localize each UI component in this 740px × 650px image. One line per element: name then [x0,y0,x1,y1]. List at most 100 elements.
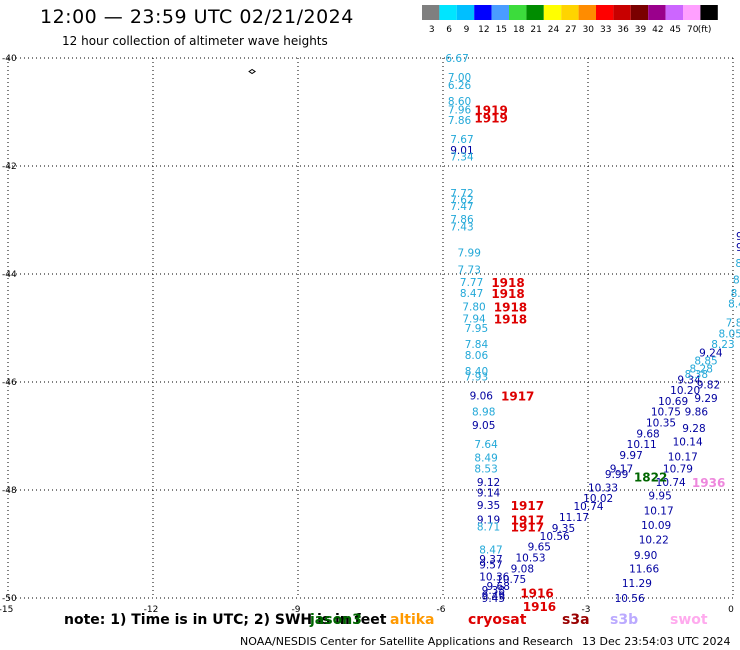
swh-value: 8.40 [465,366,488,378]
swh-value: 6.67 [445,53,468,65]
swh-value: 9.97 [619,450,642,462]
swh-value: 10.75 [496,574,526,586]
swh-value: 10.36 [479,571,509,583]
swh-value: 10.56 [540,531,570,543]
swh-value: 8.98 [472,407,495,419]
x-tick-label: -9 [292,605,301,615]
swh-value: 9.68 [487,581,510,593]
swh-value: 10.14 [673,436,703,448]
footer-timestamp: 13 Dec 23:54:03 UTC 2024 [582,635,731,648]
swh-value: 11.66 [629,563,659,575]
swh-value: 10.22 [639,535,669,547]
swh-value: 9.82 [697,380,720,392]
scale-label: 18 [513,25,525,35]
swh-value: 9.08 [511,563,534,575]
swh-value: 7.94 [462,313,486,325]
time-label: 1917 [511,521,544,535]
swh-value: 9.06 [470,391,494,403]
swh-value: 10.11 [627,439,657,451]
data-marker [248,68,256,75]
scale-swatch [474,5,492,20]
swh-value: 8.05 [719,328,740,340]
swh-value: 10.53 [516,553,546,565]
y-tick-label: -40 [2,54,17,64]
chart-subtitle: 12 hour collection of altimeter wave hei… [62,34,328,48]
swh-value: 7.67 [450,134,473,146]
swh-value: 9.29 [694,393,717,405]
swh-value: 7.99 [458,247,481,259]
swh-value: 11.17 [559,512,589,524]
scale-label: 24 [548,25,560,35]
swh-value: 8.23 [711,339,734,351]
swh-value: 7.96 [448,104,472,116]
scale-swatch [491,5,509,20]
time-label: 1936 [692,476,725,490]
x-tick-label: -15 [0,605,13,615]
time-label: 1917 [511,499,544,513]
scale-label: 36 [617,25,629,35]
x-tick-label: -6 [437,605,446,615]
swh-value: 10.33 [588,482,618,494]
swh-value: 6.26 [448,80,472,92]
swh-value: 10.79 [663,463,693,475]
swh-value: 7.34 [450,151,474,163]
swh-value: 9.35 [552,523,575,535]
swh-value: 10.69 [658,396,688,408]
swh-value: 7.84 [465,339,489,351]
satellite-swot: swot [670,612,708,628]
y-tick-label: -44 [2,270,17,280]
scale-swatch [439,5,457,20]
scale-label: 15 [496,25,507,35]
swh-value: 8.28 [690,364,713,376]
swh-value: 7.89 [726,318,740,330]
scale-swatch [422,5,440,20]
swh-value: 10.74 [656,477,686,489]
swh-value: 7.73 [458,265,481,277]
swh-value: 7.00 [448,72,471,84]
scale-swatch [683,5,701,20]
time-label: 1917 [511,514,544,528]
scale-label: 3 [429,25,435,35]
scale-label: 9 [464,25,470,35]
time-label: 1916 [523,600,556,614]
swh-value: 9.19 [477,515,500,527]
swh-value: 9.34 [677,374,701,386]
swh-value: 10.20 [670,385,700,397]
swh-value: 8.47 [460,288,483,300]
y-tick-label: -50 [2,594,17,604]
scale-swatch [700,5,718,20]
scale-label: 21 [530,25,541,35]
y-tick-label: -42 [2,162,17,172]
swh-value: 10.02 [583,493,613,505]
swh-value: 9.28 [682,423,705,435]
x-tick-label: -3 [582,605,591,615]
time-label: 1919 [474,103,507,117]
satellite-s3a: s3a [562,612,590,628]
swh-value: 9.37 [479,554,502,566]
scale-swatch [509,5,527,20]
time-label: 1917 [501,390,534,404]
swh-value: 8.16 [731,288,740,300]
swh-value: 9.90 [634,550,657,562]
satellite-altika: altika [390,612,435,628]
swh-value: 8.38 [685,369,708,381]
swh-value: 7.95 [465,323,488,335]
swh-value: 9.45 [482,593,505,605]
note-text: note: 1) Time is in UTC; 2) SWH is in fe… [64,612,387,628]
swh-value: 10.17 [668,452,698,464]
scale-swatch [665,5,683,20]
swh-value: 8.28 [733,274,740,286]
swh-value: 8.85 [694,355,717,367]
scale-swatch [543,5,562,20]
scale-label: 45 [670,25,681,35]
scale-swatch [596,5,614,20]
scale-swatch [648,5,666,20]
time-label: 1918 [491,287,524,301]
chart-title: 12:00 — 23:59 UTC 02/21/2024 [40,6,354,28]
y-tick-label: -46 [2,378,17,388]
scale-label: 39 [635,25,647,35]
swh-value: 10.17 [644,506,674,518]
swh-value: 8.06 [465,350,489,362]
scale-label: 33 [600,25,611,35]
